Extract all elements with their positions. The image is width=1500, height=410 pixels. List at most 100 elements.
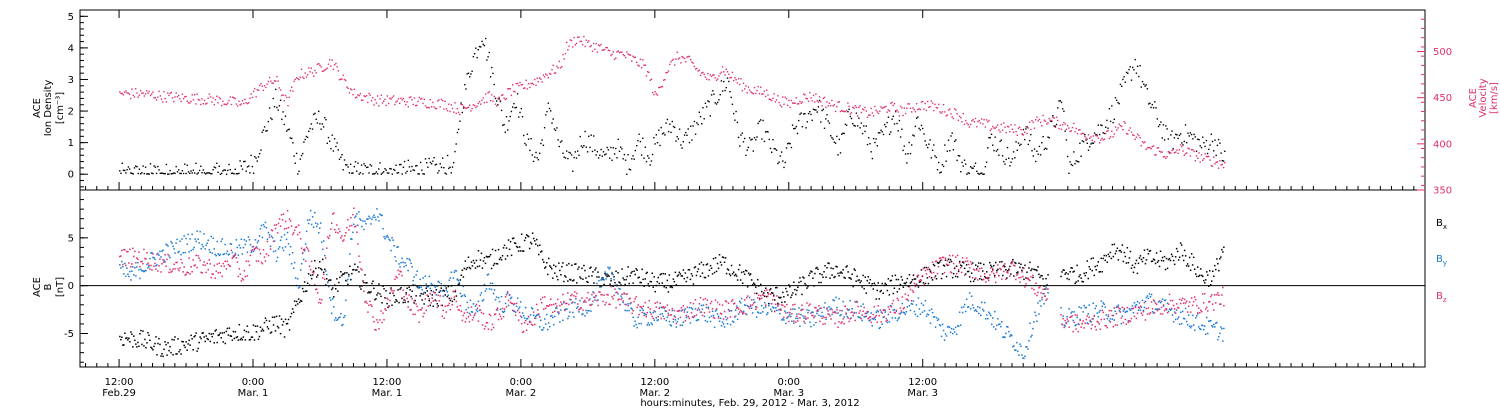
data-point bbox=[706, 106, 708, 108]
data-point bbox=[819, 307, 821, 310]
data-point bbox=[1073, 321, 1075, 324]
data-point bbox=[362, 173, 364, 175]
data-point bbox=[825, 106, 827, 109]
data-point bbox=[583, 264, 585, 267]
data-point bbox=[1095, 269, 1097, 271]
data-point bbox=[779, 155, 781, 157]
data-point bbox=[1032, 276, 1034, 279]
data-point bbox=[718, 99, 720, 101]
data-point bbox=[942, 104, 945, 106]
data-point bbox=[119, 264, 121, 266]
data-point bbox=[561, 265, 563, 268]
data-point bbox=[536, 238, 538, 241]
data-point bbox=[351, 238, 353, 240]
data-point bbox=[1066, 318, 1068, 320]
data-point bbox=[466, 311, 469, 314]
data-point bbox=[428, 275, 430, 278]
data-point bbox=[1166, 267, 1169, 270]
data-point bbox=[488, 91, 490, 93]
data-point bbox=[659, 86, 661, 89]
data-point bbox=[864, 312, 866, 315]
data-point bbox=[257, 338, 260, 340]
data-point bbox=[1198, 275, 1200, 278]
data-point bbox=[330, 65, 332, 67]
data-point bbox=[166, 354, 168, 356]
data-point bbox=[1192, 138, 1194, 140]
data-point bbox=[1062, 269, 1064, 271]
data-point bbox=[627, 305, 629, 307]
data-point bbox=[1126, 310, 1129, 313]
data-point bbox=[582, 309, 584, 311]
data-point bbox=[862, 274, 864, 277]
data-point bbox=[294, 78, 296, 81]
data-point bbox=[415, 274, 417, 276]
data-point bbox=[670, 285, 673, 288]
data-point bbox=[941, 256, 944, 259]
data-point bbox=[318, 232, 320, 234]
data-point bbox=[256, 89, 258, 91]
data-point bbox=[1153, 300, 1156, 302]
data-point bbox=[222, 341, 224, 343]
data-point bbox=[249, 97, 251, 99]
data-point bbox=[837, 272, 839, 275]
data-point bbox=[209, 172, 212, 175]
data-point bbox=[848, 277, 850, 279]
data-point bbox=[299, 299, 302, 302]
data-point bbox=[563, 302, 565, 304]
data-point bbox=[809, 272, 811, 274]
data-point bbox=[631, 60, 633, 62]
data-point bbox=[257, 260, 260, 262]
data-point bbox=[989, 261, 991, 264]
data-point bbox=[697, 307, 700, 309]
data-point bbox=[175, 242, 177, 244]
data-point bbox=[416, 270, 418, 272]
data-point bbox=[707, 100, 709, 102]
data-point bbox=[624, 159, 627, 161]
data-point bbox=[511, 309, 514, 312]
data-point bbox=[135, 165, 137, 167]
data-point bbox=[692, 283, 695, 285]
data-point bbox=[131, 88, 133, 90]
data-point bbox=[457, 111, 460, 114]
data-point bbox=[1156, 118, 1158, 120]
data-point bbox=[1019, 266, 1021, 269]
data-point bbox=[120, 92, 122, 95]
data-point bbox=[1163, 139, 1166, 141]
data-point bbox=[1103, 303, 1105, 305]
data-point bbox=[859, 105, 861, 107]
data-point bbox=[708, 311, 711, 313]
data-point bbox=[590, 310, 592, 312]
data-point bbox=[863, 125, 865, 127]
data-point bbox=[373, 320, 375, 323]
data-point bbox=[156, 264, 158, 266]
data-point bbox=[445, 289, 447, 291]
data-point bbox=[1126, 306, 1129, 309]
data-point bbox=[895, 309, 898, 312]
data-point bbox=[1088, 304, 1090, 306]
data-point bbox=[690, 312, 693, 314]
data-point bbox=[252, 90, 255, 93]
data-point bbox=[121, 336, 123, 338]
data-point bbox=[478, 305, 481, 307]
data-point bbox=[684, 272, 687, 274]
data-point bbox=[157, 252, 159, 255]
data-point bbox=[669, 286, 672, 288]
data-point bbox=[519, 250, 522, 252]
data-point bbox=[287, 318, 290, 321]
data-point bbox=[1035, 282, 1037, 284]
data-point bbox=[1014, 265, 1016, 267]
data-point bbox=[746, 295, 749, 297]
data-point bbox=[720, 325, 723, 327]
data-point bbox=[710, 267, 713, 269]
data-point bbox=[375, 102, 378, 104]
data-point bbox=[663, 307, 665, 309]
data-point bbox=[723, 71, 725, 73]
data-point bbox=[444, 100, 446, 102]
data-point bbox=[1149, 249, 1152, 252]
data-point bbox=[990, 314, 992, 317]
data-point bbox=[918, 281, 921, 283]
data-point bbox=[740, 297, 743, 300]
data-point bbox=[604, 48, 606, 51]
data-point bbox=[649, 164, 651, 166]
data-point bbox=[634, 149, 637, 152]
